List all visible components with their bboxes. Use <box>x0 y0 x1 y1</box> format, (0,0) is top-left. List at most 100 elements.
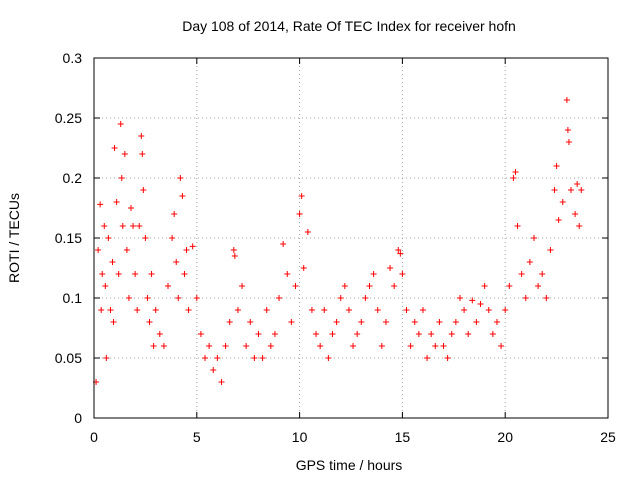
data-point <box>169 235 176 241</box>
data-point <box>424 355 431 361</box>
data-point <box>444 355 451 361</box>
data-point <box>530 235 537 241</box>
y-axis-label: ROTI / TECUs <box>6 193 22 283</box>
data-point <box>267 343 274 349</box>
data-point <box>109 259 116 265</box>
data-point <box>313 331 320 337</box>
data-point <box>288 319 295 325</box>
x-axis-label: GPS time / hours <box>296 457 403 473</box>
data-point <box>152 307 159 313</box>
data-point <box>399 271 406 277</box>
data-point <box>177 175 184 181</box>
data-point <box>555 217 562 223</box>
data-point <box>518 271 525 277</box>
data-point <box>119 223 126 229</box>
data-point <box>526 259 533 265</box>
data-point <box>298 193 305 199</box>
data-point <box>144 295 151 301</box>
data-point <box>485 307 492 313</box>
data-point <box>107 307 114 313</box>
data-point <box>183 247 190 253</box>
data-point <box>308 307 315 313</box>
data-point <box>535 283 542 289</box>
data-point <box>138 133 145 139</box>
data-point <box>296 211 303 217</box>
data-point <box>452 319 459 325</box>
data-point <box>105 235 112 241</box>
grid-layer <box>94 58 608 418</box>
data-point <box>456 295 463 301</box>
data-point <box>512 169 519 175</box>
x-tick-label: 0 <box>90 429 98 445</box>
data-point <box>271 331 278 337</box>
data-point <box>99 271 106 277</box>
data-point <box>175 295 182 301</box>
data-point <box>259 355 266 361</box>
chart-title: Day 108 of 2014, Rate Of TEC Index for r… <box>182 18 516 34</box>
data-point <box>578 187 585 193</box>
data-point <box>247 319 254 325</box>
data-point <box>419 307 426 313</box>
data-point <box>255 331 262 337</box>
data-point <box>514 223 521 229</box>
data-point <box>98 307 105 313</box>
data-point <box>128 205 135 211</box>
data-point <box>165 283 172 289</box>
data-point <box>251 355 258 361</box>
data-point <box>263 307 270 313</box>
data-point <box>465 331 472 337</box>
y-tick-label: 0.05 <box>55 350 82 366</box>
data-point <box>202 355 209 361</box>
data-point <box>345 307 352 313</box>
data-point <box>341 283 348 289</box>
y-tick-label: 0.1 <box>63 290 83 306</box>
data-point <box>231 253 238 259</box>
data-point <box>210 367 217 373</box>
data-point <box>226 319 233 325</box>
data-point <box>382 319 389 325</box>
data-point <box>407 343 414 349</box>
data-point <box>411 319 418 325</box>
data-point <box>362 295 369 301</box>
data-point <box>567 187 574 193</box>
data-point <box>230 247 237 253</box>
data-point <box>139 151 146 157</box>
data-point <box>284 271 291 277</box>
data-point <box>115 271 122 277</box>
data-point <box>243 343 250 349</box>
data-point <box>432 343 439 349</box>
data-point <box>173 259 180 265</box>
data-point <box>522 295 529 301</box>
data-point <box>473 319 480 325</box>
data-point <box>304 229 311 235</box>
x-tick-label: 5 <box>193 429 201 445</box>
data-point <box>222 343 229 349</box>
points-layer <box>93 97 585 385</box>
data-point <box>563 97 570 103</box>
data-point <box>329 331 336 337</box>
data-point <box>551 187 558 193</box>
data-point <box>370 271 377 277</box>
data-point <box>489 331 496 337</box>
data-point <box>403 307 410 313</box>
data-point <box>469 297 476 304</box>
y-tick-label: 0.15 <box>55 230 82 246</box>
data-point <box>206 343 213 349</box>
data-point <box>337 295 344 301</box>
x-tick-label: 15 <box>395 429 411 445</box>
data-point <box>333 319 340 325</box>
data-point <box>547 247 554 253</box>
data-point <box>477 301 484 307</box>
data-point <box>553 163 560 169</box>
data-point <box>325 355 332 361</box>
data-point <box>150 343 157 349</box>
data-point <box>415 331 422 337</box>
data-point <box>214 355 221 361</box>
data-point <box>358 319 365 325</box>
data-point <box>436 319 443 325</box>
data-point <box>280 241 287 247</box>
x-tick-label: 20 <box>497 429 513 445</box>
data-point <box>156 331 163 337</box>
data-point <box>130 223 137 229</box>
